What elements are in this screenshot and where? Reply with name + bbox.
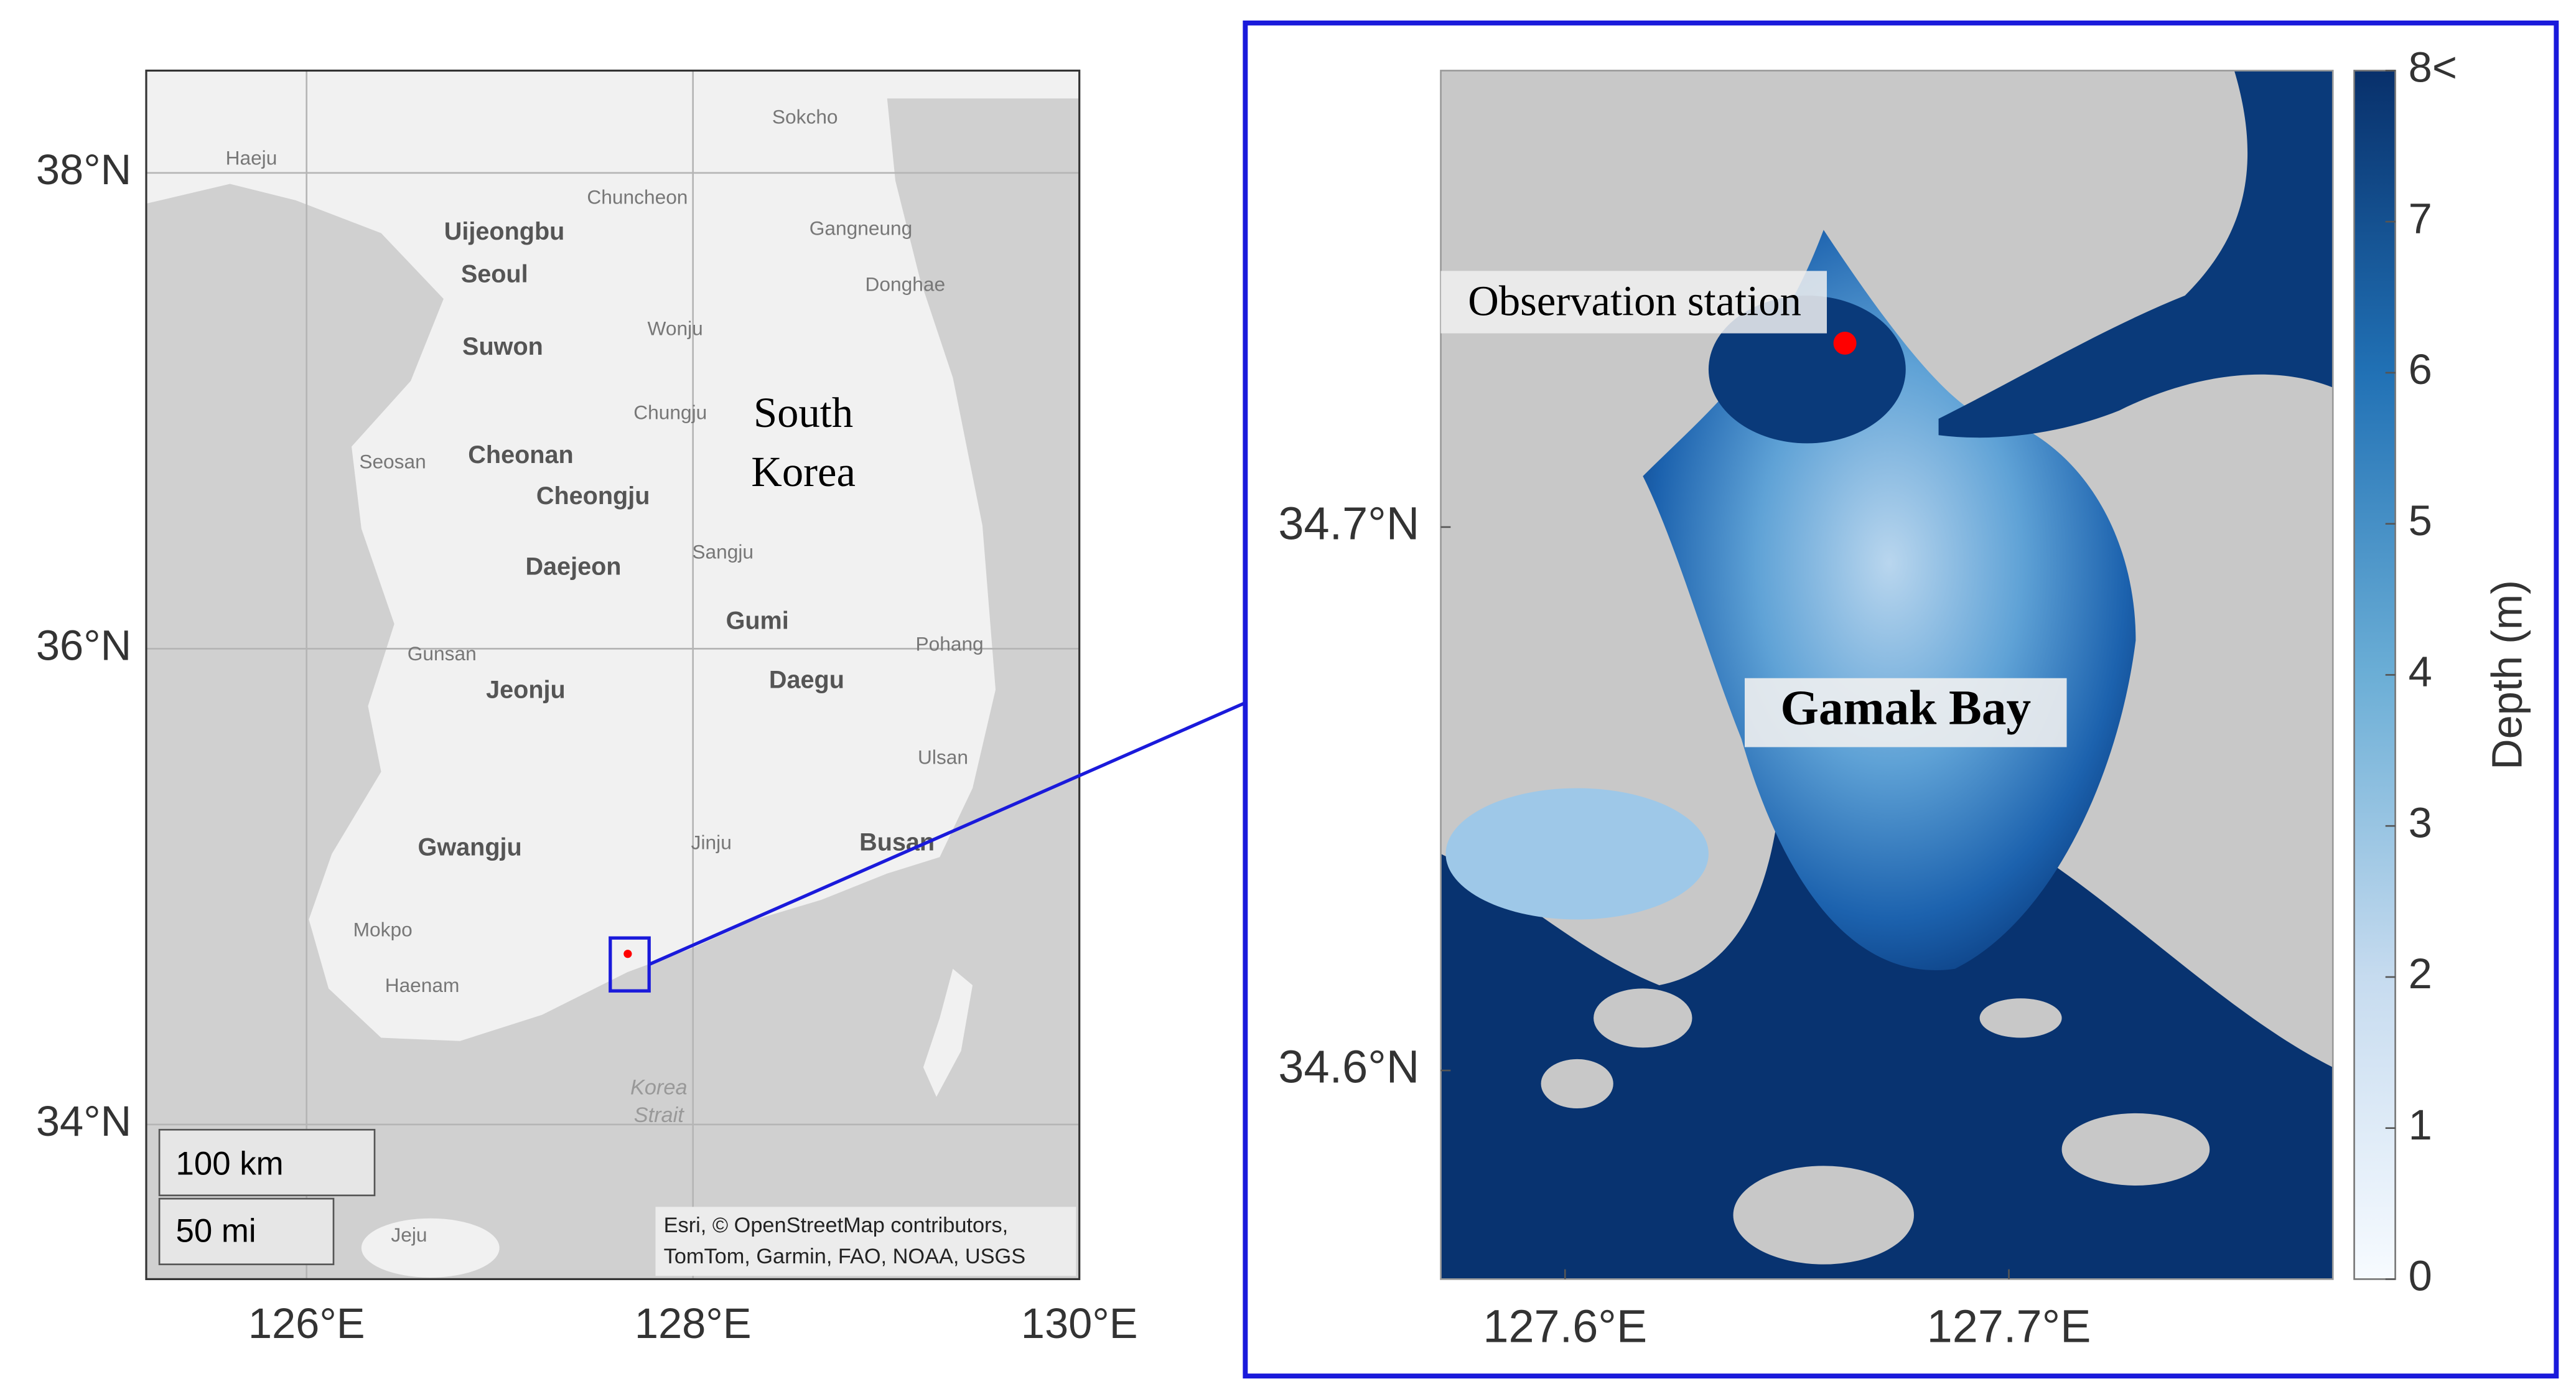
- x-tick-label: 127.7°E: [1927, 1301, 2091, 1352]
- place-label: Gangneung: [810, 217, 913, 240]
- island: [1733, 1166, 1914, 1265]
- country-label: South: [754, 389, 853, 436]
- place-label: Seosan: [359, 450, 426, 472]
- attribution: TomTom, Garmin, FAO, NOAA, USGS: [664, 1245, 1025, 1268]
- colorbar-tick-label: 5: [2409, 497, 2432, 545]
- label-box: [1745, 678, 2067, 747]
- land: [146, 70, 1080, 1041]
- island: [1979, 998, 2062, 1038]
- colorbar-tick-label: 0: [2409, 1252, 2432, 1300]
- place-label: Seoul: [461, 261, 528, 288]
- place-label: Haeju: [226, 146, 278, 169]
- y-tick-label: 34.7°N: [1278, 497, 1419, 549]
- bay-label: Gamak Bay: [1780, 680, 2031, 735]
- colorbar-tick-label: 2: [2409, 950, 2432, 998]
- place-label: Cheongju: [536, 482, 650, 510]
- label-box: [1440, 271, 1827, 334]
- x-tick-label: 127.6°E: [1483, 1301, 1647, 1352]
- station-marker: [1833, 331, 1857, 355]
- x-tick-label: 126°E: [248, 1299, 365, 1347]
- colorbar-tick-label: 4: [2409, 648, 2432, 696]
- place-label: Pohang: [916, 632, 984, 655]
- place-label: Cheonan: [468, 441, 573, 469]
- place-label: Gwangju: [418, 834, 522, 861]
- colorbar-label: Depth (m): [2483, 580, 2531, 770]
- colorbar-tick-label: 8<: [2409, 44, 2457, 91]
- shallow-water: [1445, 788, 1709, 920]
- place-label: Busan: [859, 829, 935, 856]
- island: [361, 1218, 500, 1278]
- scale-bar: [158, 1128, 376, 1197]
- place-label: Haenam: [385, 974, 460, 996]
- place-label: Chungju: [633, 401, 707, 423]
- attribution: Esri, © OpenStreetMap contributors,: [664, 1214, 1008, 1237]
- sea-label: Strait: [634, 1103, 685, 1127]
- place-label: Jinju: [691, 831, 732, 854]
- place-label: Uijeongbu: [444, 218, 565, 245]
- island: [1594, 988, 1692, 1048]
- colorbar-tick-label: 7: [2409, 194, 2432, 242]
- place-label: Daegu: [769, 666, 844, 693]
- y-tick-label: 36°N: [36, 622, 131, 670]
- colorbar-tick-label: 3: [2409, 798, 2432, 846]
- y-tick-label: 34.6°N: [1278, 1041, 1419, 1093]
- map-frame: [1440, 70, 2334, 1280]
- place-label: Sokcho: [772, 105, 838, 128]
- inset-frame: [1243, 20, 2559, 1379]
- place-label: Jeonju: [486, 676, 566, 703]
- sea-label: Korea: [630, 1075, 688, 1099]
- place-label: Daejeon: [525, 553, 621, 580]
- right-map: [1440, 70, 2333, 1280]
- colorbar-tick-label: 6: [2409, 345, 2432, 393]
- country-label: Korea: [751, 448, 856, 495]
- map-frame: [145, 69, 1081, 1280]
- place-label: Chuncheon: [587, 186, 688, 208]
- island: [923, 968, 973, 1097]
- channel-water: [1938, 70, 2333, 438]
- island: [2061, 1113, 2210, 1186]
- place-label: Jeju: [391, 1224, 427, 1246]
- place-label: Wonju: [648, 317, 703, 340]
- colorbar-tick-label: 1: [2409, 1101, 2432, 1149]
- attribution-box: [655, 1207, 1076, 1276]
- y-tick-label: 38°N: [36, 146, 131, 194]
- place-label: Ulsan: [918, 746, 968, 768]
- scale-label: 50 mi: [176, 1212, 256, 1249]
- place-label: Gumi: [726, 607, 789, 634]
- y-tick-label: 34°N: [36, 1097, 131, 1145]
- place-label: Sangju: [692, 541, 754, 563]
- station-label: Observation station: [1468, 278, 1801, 325]
- place-label: Suwon: [462, 333, 543, 360]
- station-marker: [623, 950, 632, 958]
- left-map: [146, 70, 1080, 1280]
- scale-bar: [158, 1197, 335, 1265]
- connector: [648, 701, 1246, 966]
- x-tick-label: 128°E: [635, 1299, 752, 1347]
- island: [1541, 1059, 1613, 1108]
- place-label: Gunsan: [408, 642, 477, 665]
- x-tick-label: 130°E: [1021, 1299, 1138, 1347]
- inset-box: [609, 936, 651, 993]
- place-label: Mokpo: [353, 918, 413, 940]
- place-label: Donghae: [866, 273, 946, 295]
- scale-label: 100 km: [176, 1145, 284, 1182]
